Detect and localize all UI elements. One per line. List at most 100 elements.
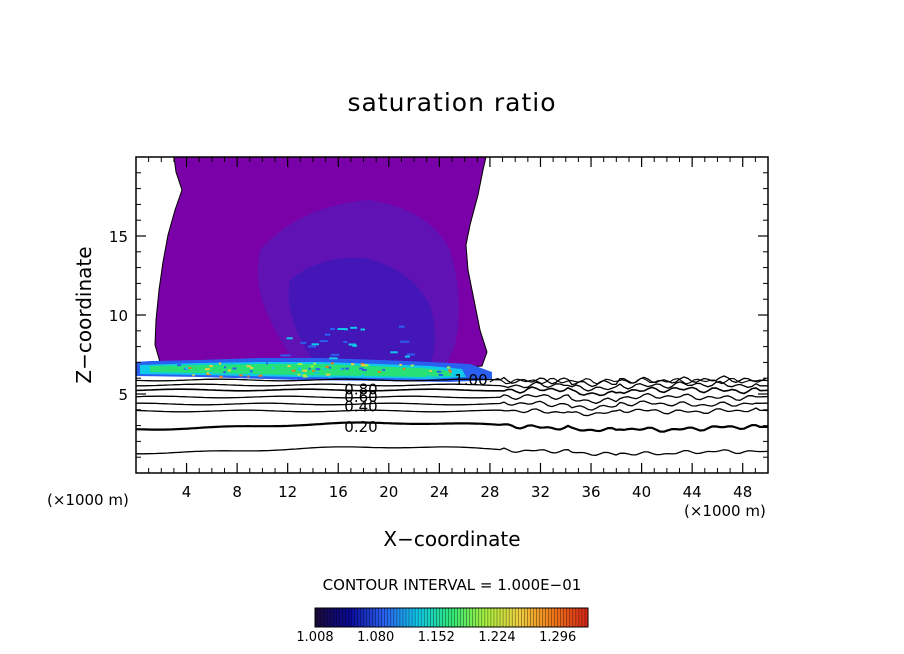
field-layer xyxy=(136,157,492,382)
core-wave-mark xyxy=(308,345,316,348)
band-speckle xyxy=(328,375,332,378)
x-tick-label: 32 xyxy=(531,483,550,501)
colorbar-cell xyxy=(572,608,577,627)
colorbar-cell xyxy=(575,608,580,627)
colorbar-cell xyxy=(509,608,513,627)
colorbar-cell xyxy=(527,608,531,627)
x-tick-label: 44 xyxy=(683,483,702,501)
band-speckle xyxy=(436,370,442,373)
colorbar-cell xyxy=(345,608,349,627)
band-speckle xyxy=(328,366,332,369)
band-speckle xyxy=(250,370,253,373)
colorbar-cell xyxy=(475,608,480,627)
colorbar-cell xyxy=(369,608,373,627)
band-speckle xyxy=(302,374,307,377)
core-wave-mark xyxy=(300,341,307,344)
colorbar-cell xyxy=(554,608,558,627)
x-tick-label: 8 xyxy=(232,483,242,501)
core-wave-mark xyxy=(311,343,319,346)
band-speckle xyxy=(339,368,343,371)
core-wave-mark xyxy=(404,355,410,358)
colorbar-cell xyxy=(424,608,428,627)
contour-label: 0.20 xyxy=(344,418,377,436)
band-speckle xyxy=(248,372,253,375)
core-wave-mark xyxy=(407,353,415,356)
band-speckle xyxy=(448,369,451,372)
colorbar-cell xyxy=(439,608,443,627)
band-speckle xyxy=(312,369,315,372)
x-tick-label: 28 xyxy=(480,483,499,501)
core-wave-mark xyxy=(319,340,328,343)
band-speckle xyxy=(223,371,226,374)
colorbar-cell xyxy=(481,608,486,627)
colorbar-cell xyxy=(490,608,495,627)
colorbar-cell xyxy=(493,608,498,627)
colorbar-cell xyxy=(463,608,467,627)
band-speckle xyxy=(221,362,226,365)
colorbar-cell xyxy=(584,608,589,627)
band-speckle xyxy=(208,372,213,375)
band-speckle xyxy=(351,363,355,366)
core-wave-mark xyxy=(343,341,348,343)
band-speckle xyxy=(308,367,311,370)
x-tick-label: 48 xyxy=(733,483,752,501)
colorbar-cell xyxy=(512,608,516,627)
core-wave-mark xyxy=(343,328,348,331)
core-wave-mark xyxy=(398,325,405,328)
core-wave-mark xyxy=(337,328,347,330)
colorbar-cell xyxy=(557,608,561,627)
contour-label: 0.80 xyxy=(344,380,377,398)
core-wave-mark xyxy=(350,326,357,329)
colorbar-cell xyxy=(324,608,328,627)
band-speckle xyxy=(359,367,364,370)
colorbar-cell xyxy=(539,608,543,627)
colorbar-cell xyxy=(497,608,501,627)
colorbar-cell xyxy=(581,608,586,627)
band-speckle xyxy=(429,370,432,372)
colorbar-cell xyxy=(460,608,464,627)
band-speckle xyxy=(300,372,304,375)
colorbar-cell xyxy=(396,608,401,627)
supersaturation-band xyxy=(136,325,492,382)
core-wave-mark xyxy=(329,357,338,360)
band-speckle xyxy=(302,369,307,372)
band-speckle xyxy=(448,370,452,373)
colorbar-cell xyxy=(390,608,395,627)
colorbar-cell xyxy=(399,608,404,627)
colorbar-cell xyxy=(542,608,546,627)
x-tick-label: 12 xyxy=(278,483,297,501)
band-speckle xyxy=(246,365,251,368)
colorbar-cell xyxy=(430,608,434,627)
core-wave-mark xyxy=(390,351,398,354)
core-wave-mark xyxy=(400,340,410,343)
contour-line xyxy=(136,392,768,405)
band-speckle xyxy=(250,366,254,369)
band-speckle xyxy=(313,362,317,365)
colorbar-cell xyxy=(545,608,549,627)
x-unit-label-left: (×1000 m) xyxy=(47,491,129,509)
colorbar-cell xyxy=(487,608,492,627)
colorbar-cell xyxy=(402,608,407,627)
colorbar-cell xyxy=(563,608,568,627)
colorbar-cell xyxy=(451,608,455,627)
colorbar-cell xyxy=(466,608,470,627)
colorbar-cell xyxy=(536,608,540,627)
band-speckle xyxy=(402,367,406,370)
colorbar-tick-label: 1.008 xyxy=(296,630,333,645)
colorbar-cell xyxy=(372,608,376,627)
band-speckle xyxy=(364,364,369,367)
band-speckle xyxy=(232,367,237,370)
colorbar-cell xyxy=(548,608,552,627)
core-wave-mark xyxy=(348,343,357,346)
colorbar-cell xyxy=(421,608,425,627)
colorbar-cell xyxy=(339,608,343,627)
core-wave-mark xyxy=(330,353,340,356)
contour-interval-label: CONTOUR INTERVAL = 1.000E−01 xyxy=(322,576,582,594)
colorbar-cell xyxy=(566,608,571,627)
band-speckle xyxy=(209,365,213,368)
colorbar-cell xyxy=(378,608,383,627)
colorbar-tick-label: 1.224 xyxy=(478,630,515,645)
band-speckle xyxy=(219,375,223,378)
contour-lines xyxy=(136,375,768,456)
